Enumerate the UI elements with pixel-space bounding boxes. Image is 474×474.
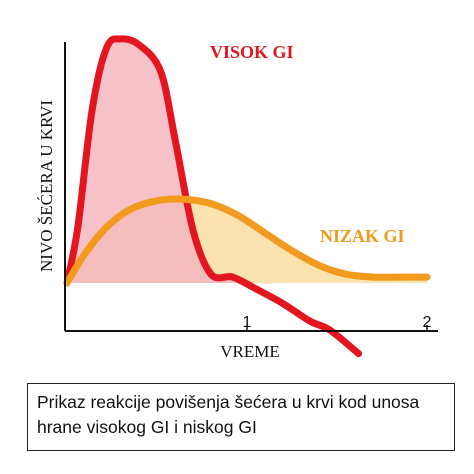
series-label-nizak-gi: NIZAK GI bbox=[320, 226, 405, 246]
caption-line-1: Prikaz reakcije povišenja šećera u krvi … bbox=[37, 392, 420, 412]
x-tick-label-2: 2 bbox=[423, 314, 432, 331]
series-line-nizak-gi bbox=[63, 195, 431, 287]
series-area-visok-gi bbox=[67, 38, 359, 284]
series-line-visok-gi bbox=[63, 35, 363, 358]
caption-box: Prikaz reakcije povišenja šećera u krvi … bbox=[27, 383, 455, 451]
caption-line-2: hrane visokog GI i niskog GI bbox=[37, 417, 257, 437]
series-label-visok-gi: VISOK GI bbox=[210, 42, 294, 62]
y-axis-label: NIVO ŠEĆERA U KRVI bbox=[37, 100, 56, 272]
x-axis-label: VREME bbox=[220, 342, 280, 361]
x-tick-label-1: 1 bbox=[243, 314, 252, 331]
